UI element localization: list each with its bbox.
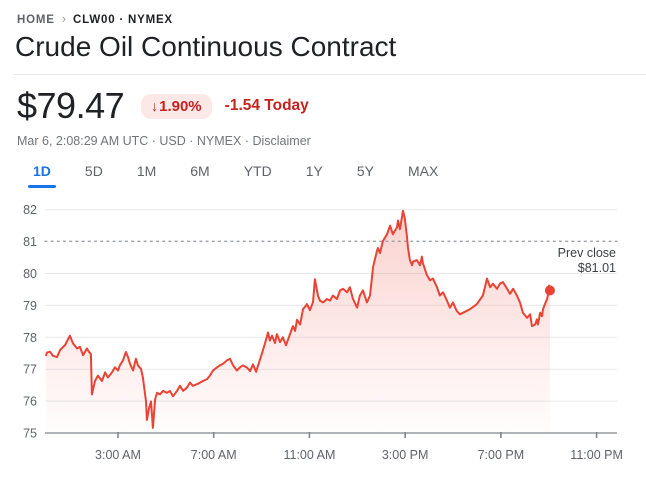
x-axis-label: 7:00 AM [191,448,237,462]
y-axis-label: 76 [23,395,37,409]
tab-1d[interactable]: 1D [28,163,56,188]
x-axis-label: 3:00 AM [95,448,141,462]
y-axis-label: 75 [23,427,37,441]
price-line [45,209,551,429]
change-percent-badge: ↓ 1.90% [141,93,212,119]
chevron-right-icon: › [61,11,67,26]
quote-row: $79.47 ↓ 1.90% -1.54 Today [17,85,309,127]
x-axis-label: 3:00 PM [382,448,429,462]
tab-5d[interactable]: 5D [84,163,103,179]
tab-1m[interactable]: 1M [136,163,157,179]
breadcrumb-symbol[interactable]: CLW00 · NYMEX [73,13,173,26]
y-axis-label: 79 [23,299,37,313]
page-title: Crude Oil Continuous Contract [15,31,397,62]
prev-close-label: Prev close [558,246,616,260]
breadcrumb-home-link[interactable]: HOME [17,13,55,26]
price-chart-svg[interactable]: 82 81 80 79 78 77 76 75 3:00 AM 7:00 AM 11:00 AM 3:… [0,200,646,478]
quote-timestamp: Mar 6, 2:08:29 AM UTC · USD · NYMEX · [17,134,253,148]
y-axis-label: 80 [23,267,37,281]
x-axis-label: 11:00 PM [570,448,623,462]
last-price-dot [544,285,555,296]
tab-ytd[interactable]: YTD [243,163,272,179]
x-axis-label: 11:00 AM [283,448,335,462]
y-axis-label: 77 [23,363,37,377]
change-percent-value: 1.90% [159,97,202,115]
y-axis-label: 82 [23,203,37,217]
header-divider [13,74,646,75]
tab-5y[interactable]: 5Y [356,163,374,179]
prev-close-value: $81.01 [578,261,616,275]
x-axis-label: 7:00 PM [478,448,525,462]
y-axis-label: 81 [23,235,37,249]
tab-1y[interactable]: 1Y [305,163,323,179]
quote-meta: Mar 6, 2:08:29 AM UTC · USD · NYMEX · Di… [17,134,311,148]
breadcrumb: HOME › CLW00 · NYMEX [17,11,173,27]
current-price: $79.47 [17,85,125,126]
arrow-down-icon: ↓ [151,98,159,114]
disclaimer-link[interactable]: Disclaimer [252,134,311,148]
range-tabs: 1D 5D 1M 6M YTD 1Y 5Y MAX [28,163,439,188]
y-axis-label: 78 [23,331,37,345]
tab-max[interactable]: MAX [407,163,439,179]
tab-6m[interactable]: 6M [190,163,210,179]
price-chart[interactable]: 82 81 80 79 78 77 76 75 3:00 AM 7:00 AM 11:00 AM 3:… [0,200,646,478]
change-amount-today: -1.54 Today [224,97,309,114]
